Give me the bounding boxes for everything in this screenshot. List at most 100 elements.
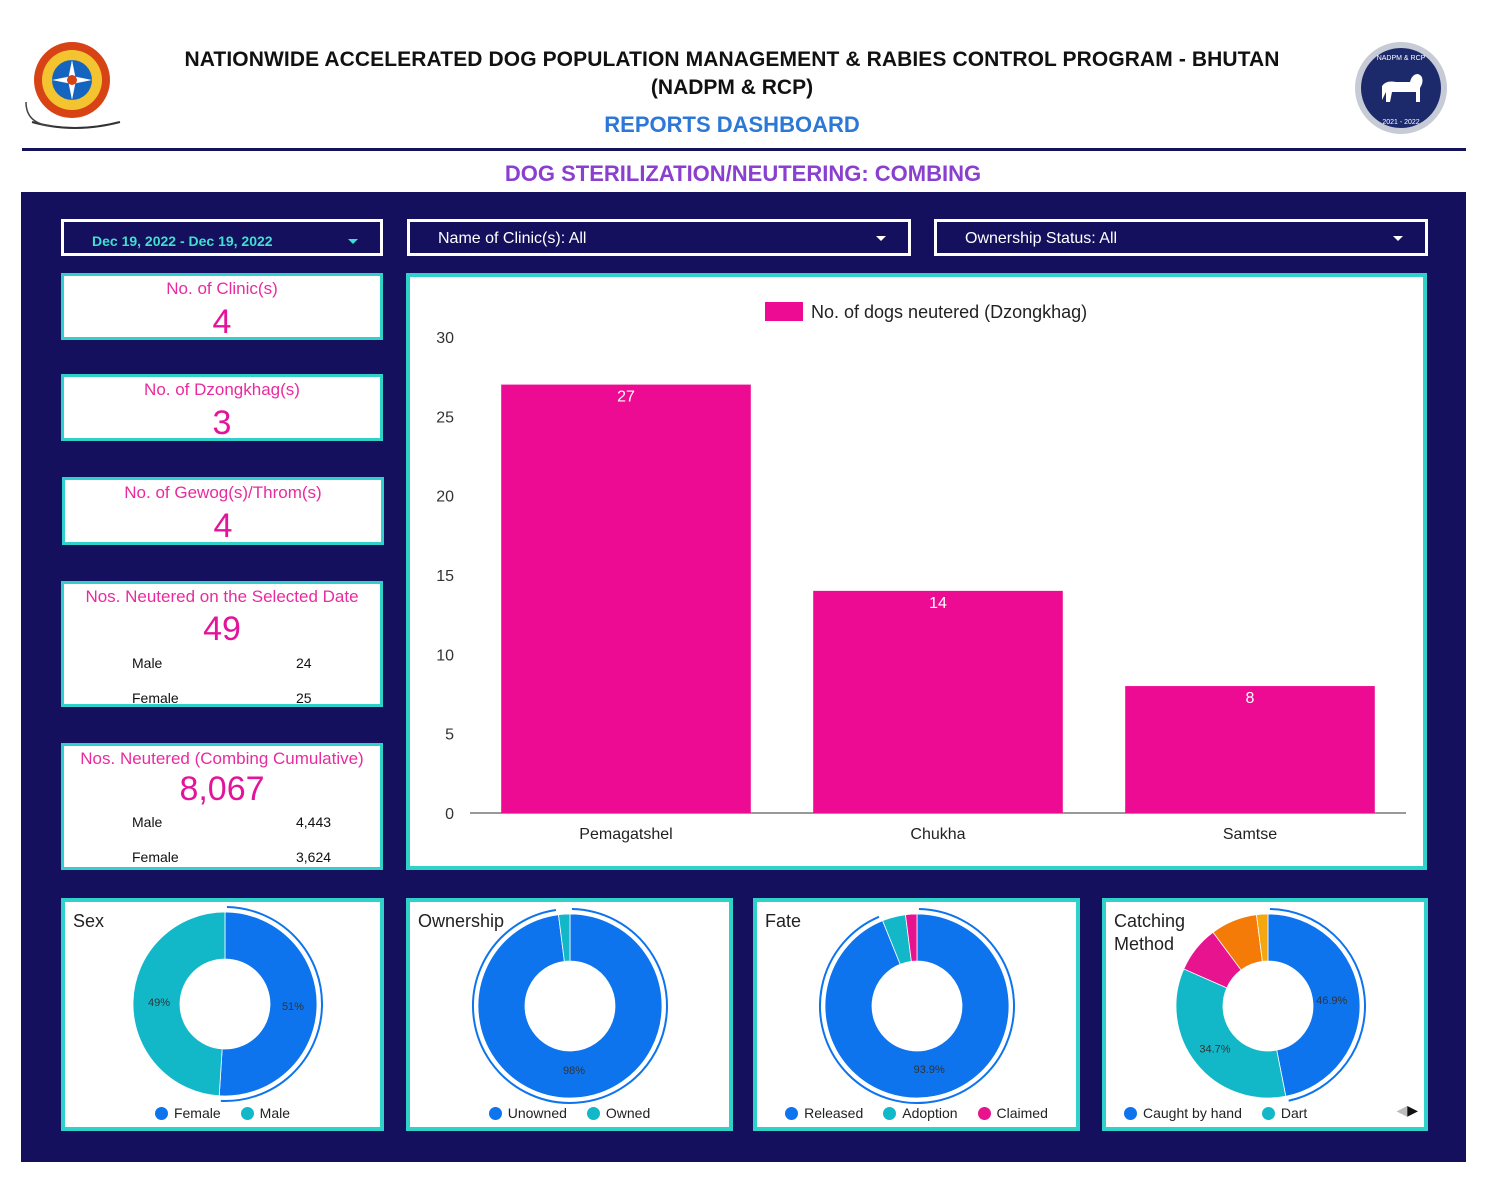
legend: Unowned Owned [410,1105,729,1121]
legend-label: Claimed [996,1105,1048,1121]
donut-slice[interactable] [905,913,918,962]
date-range-picker[interactable]: Dec 19, 2022 - Dec 19, 2022 [61,219,383,256]
program-abbreviation: (NADPM & RCP) [650,76,814,99]
legend-label: Owned [605,1105,651,1121]
donut-slice[interactable] [132,911,226,1097]
female-count: 3,624 [296,849,332,865]
legend-dot [586,1107,600,1120]
y-tick-label: 15 [436,568,454,585]
legend-label: Female [173,1105,221,1121]
kpi-label: No. of Gewog(s)/Throm(s) [124,483,322,502]
legend-item[interactable]: Female [154,1105,221,1121]
kpi-value: 8,067 [179,770,265,808]
donut-slice[interactable] [824,913,1010,1099]
legend-item[interactable]: Adoption [883,1105,958,1121]
y-tick-label: 10 [436,647,454,664]
legend-item[interactable]: Unowned [488,1105,567,1121]
ownership-donut-chart: 98% [472,908,668,1104]
next-arrow-icon[interactable]: ▶ [1407,1102,1418,1118]
nadpm-logo-text: NADPM & RCP [1377,55,1426,62]
header-divider [22,148,1466,151]
female-count: 25 [296,690,312,706]
kpi-label: No. of Dzongkhag(s) [144,380,300,399]
male-label: Male [132,655,163,671]
slice-value-label: 49% [148,997,170,1009]
sex-donut-chart: 51% 49% [132,906,323,1102]
legend: Caught by hand Dart [1106,1105,1424,1121]
kpi-value: 49 [203,610,241,648]
prev-arrow-icon[interactable]: ◀ [1396,1102,1408,1118]
x-tick-label: Samtse [1223,826,1277,843]
pie-title: Catching Method [1114,910,1185,956]
date-range-value: Dec 19, 2022 - Dec 19, 2022 [92,233,273,249]
ownership-filter-dropdown[interactable]: Ownership Status: All [934,219,1428,256]
bar[interactable] [501,384,751,813]
donut-slice[interactable] [1256,913,1269,962]
ownership-filter-value: Ownership Status: All [965,230,1118,247]
legend-dot [1261,1107,1275,1120]
clinic-filter-dropdown[interactable]: Name of Clinic(s): All [407,219,911,256]
donut-slice[interactable] [558,913,571,962]
pie-title-line2: Method [1114,934,1175,954]
kpi-card-selected-date: Nos. Neutered on the Selected Date 49 Ma… [61,581,383,707]
fate-donut-chart: 93.9% [819,908,1015,1104]
kpi-label: No. of Clinic(s) [166,279,278,298]
legend: Female Male [65,1105,380,1121]
pie-card-catching-method: Catching Method 46.9% 34.7% Caught by han… [1102,898,1428,1131]
legend-item[interactable]: Caught by hand [1124,1105,1242,1121]
pie-card-sex: Sex 51% 49% Female Male [61,898,384,1131]
legend-dot [154,1107,168,1120]
legend-swatch [765,302,803,321]
donut-slice[interactable] [1267,913,1361,1097]
pie-card-ownership: Ownership 98% Unowned Owned [406,898,733,1131]
male-count: 24 [296,655,312,671]
kpi-card-cumulative: Nos. Neutered (Combing Cumulative) 8,067… [61,743,383,870]
kpi-label: Nos. Neutered (Combing Cumulative) [80,749,364,768]
slice-value-label: 98% [563,1065,585,1077]
nadpm-logo-years: 2021 - 2022 [1382,119,1419,126]
legend-label: Male [259,1105,291,1121]
y-tick-label: 0 [445,806,454,823]
program-title: NATIONWIDE ACCELERATED DOG POPULATION MA… [184,48,1280,71]
kpi-value: 3 [212,404,232,442]
bar[interactable] [1125,686,1375,813]
legend: Released Adoption Claimed [757,1105,1076,1121]
kpi-card-gewogs: No. of Gewog(s)/Throm(s) 4 [62,477,384,545]
legend-item[interactable]: Claimed [977,1105,1048,1121]
donut-slice[interactable] [477,913,663,1099]
legend-label: Dart [1280,1105,1308,1121]
legend-item[interactable]: Owned [586,1105,651,1121]
legend-item[interactable]: Dart [1261,1105,1308,1121]
bhutan-emblem-logo [25,42,121,129]
slice-value-label: 46.9% [1316,995,1347,1007]
legend-dot [488,1107,502,1120]
clinic-filter-value: Name of Clinic(s): All [438,230,587,247]
pie-title: Sex [73,911,105,931]
legend-dot [977,1107,991,1120]
kpi-label: Nos. Neutered on the Selected Date [85,587,359,606]
kpi-value: 4 [212,303,232,341]
selected-slice-ring [472,908,668,1104]
legend-dot [1124,1107,1137,1120]
bar-value-label: 8 [1246,690,1255,707]
pie-title: Ownership [418,911,505,931]
legend-label: Unowned [507,1105,567,1121]
male-count: 4,443 [296,814,332,830]
x-tick-label: Pemagatshel [579,826,672,843]
header: NATIONWIDE ACCELERATED DOG POPULATION MA… [0,0,1486,150]
bar-chart-card: No. of dogs neutered (Dzongkhag) 0 5 10 15 20… [406,273,1427,870]
kpi-card-dzongkhags: No. of Dzongkhag(s) 3 [61,374,383,442]
bar[interactable] [813,590,1063,813]
legend-item[interactable]: Male [240,1105,291,1121]
chevron-down-icon [348,239,358,244]
pie-title: Fate [765,911,802,931]
slice-value-label: 34.7% [1199,1044,1230,1056]
legend-item[interactable]: Released [785,1105,863,1121]
selected-slice-ring [1269,908,1366,1102]
y-tick-label: 30 [436,330,454,347]
nadpm-logo: 2021 - 2022 NADPM & RCP [1355,42,1447,134]
donut-slice[interactable] [218,911,318,1097]
legend-pagination: ◀▶ [1396,1102,1418,1119]
donut-slice[interactable] [1175,968,1287,1099]
legend-dot [240,1107,254,1120]
